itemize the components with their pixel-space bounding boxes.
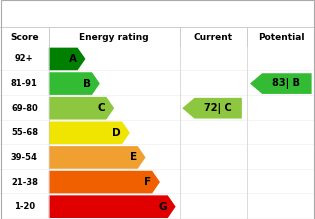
Polygon shape [49,72,100,95]
Text: D: D [112,128,121,138]
Text: 81-91: 81-91 [11,79,38,88]
Text: Potential: Potential [258,33,304,42]
Text: B: B [83,79,91,88]
Polygon shape [49,195,176,218]
Polygon shape [49,146,146,169]
Text: E: E [130,152,137,162]
Text: 55-68: 55-68 [11,128,38,137]
Polygon shape [250,73,312,94]
Polygon shape [49,171,160,193]
Text: 83| B: 83| B [272,78,300,89]
Text: F: F [144,177,151,187]
Text: 92+: 92+ [15,55,34,64]
Text: Current: Current [194,33,233,42]
Text: 21-38: 21-38 [11,178,38,187]
Text: A: A [69,54,77,64]
Text: Energy rating: Energy rating [79,33,149,42]
Polygon shape [182,98,242,118]
Polygon shape [49,48,85,70]
Text: 1-20: 1-20 [14,202,35,211]
Polygon shape [49,97,114,120]
Text: C: C [98,103,106,113]
Text: G: G [158,202,167,212]
Text: 72| C: 72| C [204,103,232,114]
Text: Score: Score [10,33,39,42]
Text: Energy Efficiency Rating: Energy Efficiency Rating [6,8,190,21]
Text: 39-54: 39-54 [11,153,38,162]
Text: 69-80: 69-80 [11,104,38,113]
Polygon shape [49,122,130,144]
